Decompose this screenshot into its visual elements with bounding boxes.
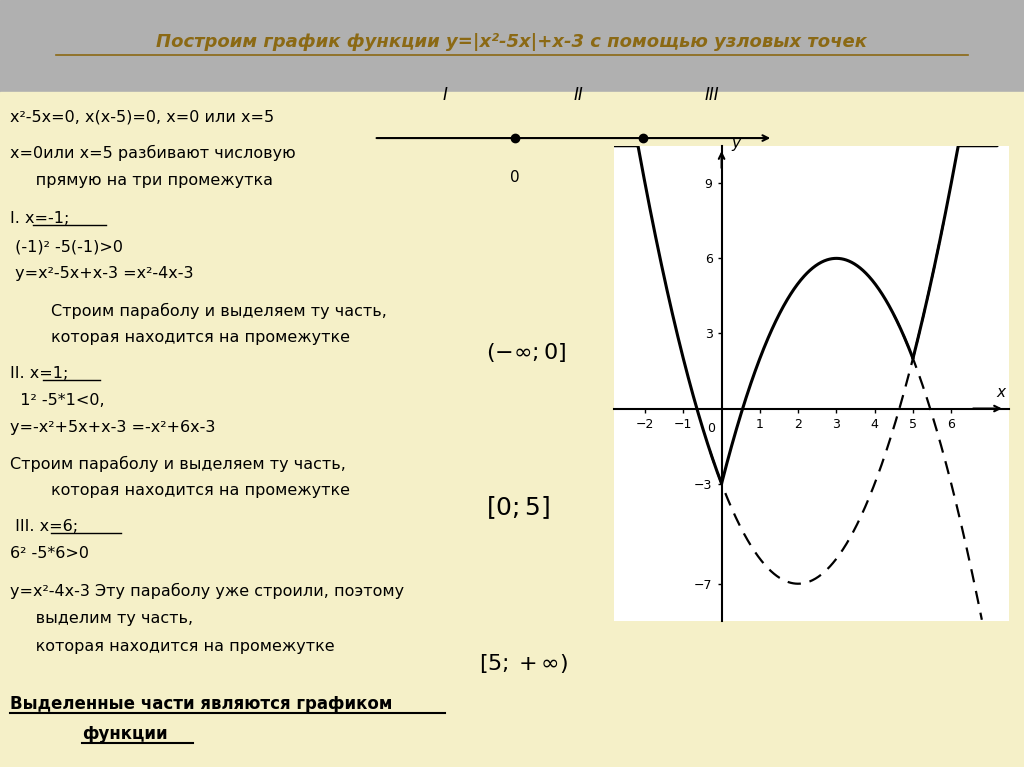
Text: х=0или х=5 разбивают числовую: х=0или х=5 разбивают числовую [10,145,296,162]
Text: у=х²-4х-3 Эту параболу уже строили, поэтому: у=х²-4х-3 Эту параболу уже строили, поэт… [10,582,404,599]
Text: x: x [996,385,1006,400]
Text: выделим ту часть,: выделим ту часть, [10,611,194,627]
Text: I: I [443,86,447,104]
Text: прямую на три промежутка: прямую на три промежутка [10,173,273,188]
Text: x: x [772,170,780,186]
Text: (-1)² -5(-1)>0: (-1)² -5(-1)>0 [10,239,123,255]
Text: 0: 0 [510,170,520,186]
Text: 5: 5 [638,170,648,186]
Text: у=-х²+5х+х-3 =-х²+6х-3: у=-х²+5х+х-3 =-х²+6х-3 [10,420,216,435]
Text: I. х=-1;: I. х=-1; [10,211,70,226]
Text: $[5;+\infty)$: $[5;+\infty)$ [479,652,568,675]
Text: функции: функции [82,725,168,743]
Bar [0,92,1024,767]
Text: которая находится на промежутке: которая находится на промежутке [10,483,350,499]
Text: х²-5х=0, х(х-5)=0, х=0 или х=5: х²-5х=0, х(х-5)=0, х=0 или х=5 [10,109,274,124]
Text: Выделенные части являются графиком: Выделенные части являются графиком [10,695,392,713]
Text: 1² -5*1<0,: 1² -5*1<0, [10,393,104,408]
Text: Строим параболу и выделяем ту часть,: Строим параболу и выделяем ту часть, [10,456,346,472]
Text: которая находится на промежутке: которая находится на промежутке [10,639,335,654]
Text: $(-\infty;0]$: $(-\infty;0]$ [486,341,567,364]
Text: II. х=1;: II. х=1; [10,366,69,381]
Bar [0,0,1024,92]
Text: 6² -5*6>0: 6² -5*6>0 [10,546,89,561]
Text: II: II [573,86,584,104]
Text: Строим параболу и выделяем ту часть,: Строим параболу и выделяем ту часть, [10,302,387,319]
Text: III. х=6;: III. х=6; [10,519,79,535]
Text: Построим график функции y=|x²-5x|+x-3 с помощью узловых точек: Построим график функции y=|x²-5x|+x-3 с … [157,33,867,51]
Text: у=х²-5х+х-3 =х²-4х-3: у=х²-5х+х-3 =х²-4х-3 [10,266,194,281]
Text: III: III [705,86,719,104]
Text: $[0;5]$: $[0;5]$ [486,495,551,521]
Text: y: y [731,136,740,151]
Text: 0: 0 [707,423,715,436]
Text: которая находится на промежутке: которая находится на промежутке [10,330,350,345]
